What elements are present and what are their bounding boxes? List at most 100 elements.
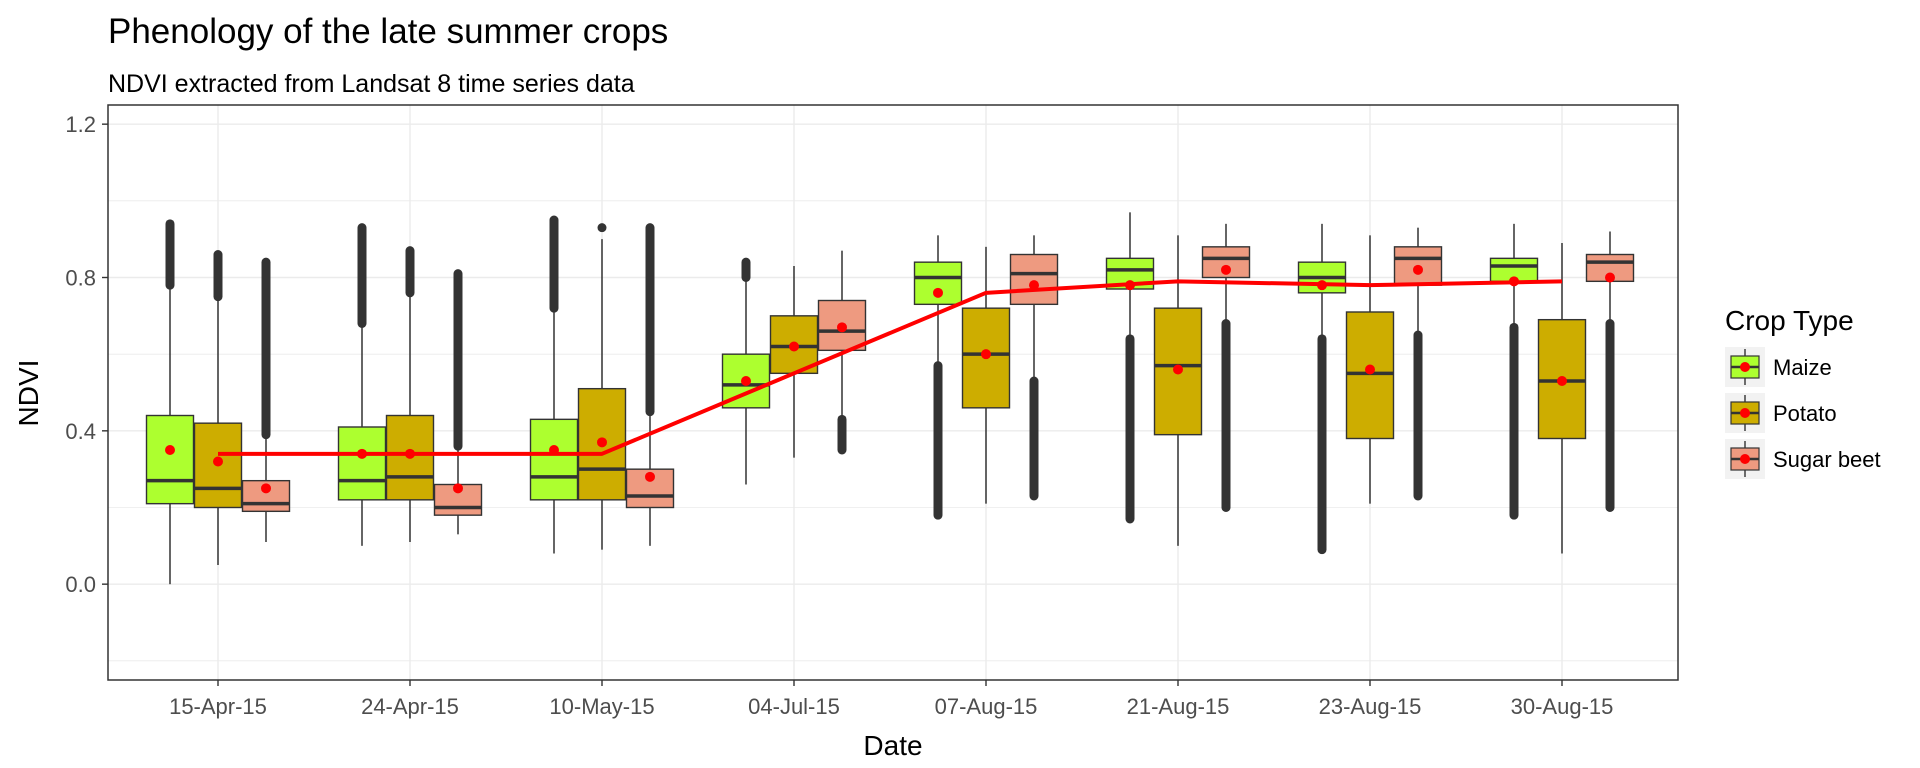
x-tick-label: 30-Aug-15 <box>1511 694 1614 719</box>
mean-point <box>1413 264 1423 275</box>
box-iqr <box>625 468 675 509</box>
legend-key-mean <box>1740 362 1750 372</box>
boxplot-maize <box>529 215 579 554</box>
outliers-high <box>741 257 751 282</box>
boxplot-maize <box>145 219 195 585</box>
boxplot-maize <box>1489 223 1539 520</box>
boxplot-potato <box>577 223 627 550</box>
outliers-high <box>597 223 607 233</box>
outliers-low <box>1221 319 1231 512</box>
legend-item-sugar-beet: Sugar beet <box>1725 439 1881 479</box>
mean-point <box>1221 264 1231 275</box>
outliers-low <box>1509 322 1519 520</box>
boxplot-potato <box>769 266 819 458</box>
mean-point <box>165 445 175 455</box>
boxplot-potato <box>1153 235 1203 546</box>
mean-point <box>1557 376 1567 386</box>
legend-title: Crop Type <box>1725 305 1854 336</box>
x-tick-label: 15-Apr-15 <box>169 694 267 719</box>
mean-point <box>1365 364 1375 375</box>
boxplot-maize <box>1105 212 1155 524</box>
x-tick-label: 07-Aug-15 <box>935 694 1038 719</box>
y-tick-label: 0.8 <box>65 266 96 291</box>
mean-point <box>453 483 463 494</box>
mean-point <box>789 341 799 352</box>
legend-key-mean <box>1740 454 1750 464</box>
chart-subtitle: NDVI extracted from Landsat 8 time serie… <box>108 70 635 98</box>
boxplot-potato <box>193 250 243 565</box>
outliers-low <box>1413 330 1423 501</box>
boxplot-sugar-beet <box>625 223 675 546</box>
legend-item-maize: Maize <box>1725 347 1832 387</box>
x-axis-title: Date <box>863 730 922 761</box>
boxplot-maize <box>337 223 387 546</box>
mean-point <box>1605 272 1615 283</box>
x-axis: 15-Apr-15 24-Apr-15 10-May-15 04-Jul-15 07-A… <box>169 680 1613 719</box>
boxplot-sugar-beet <box>1201 223 1251 512</box>
box-iqr <box>913 261 963 306</box>
outliers-low <box>1317 334 1327 555</box>
box-iqr <box>145 414 195 505</box>
outliers-low <box>1605 319 1615 512</box>
box-iqr <box>529 418 579 501</box>
box-iqr <box>1345 311 1395 440</box>
x-tick-label: 23-Aug-15 <box>1319 694 1422 719</box>
mean-point <box>261 483 271 494</box>
plot-border <box>107 104 1679 681</box>
boxplot-sugar-beet <box>241 257 291 542</box>
mean-point <box>837 322 847 333</box>
plot-panel <box>108 105 1678 680</box>
mean-point <box>1173 364 1183 375</box>
y-tick-label: 0.0 <box>65 572 96 597</box>
boxplot-sugar-beet <box>1009 235 1059 501</box>
mean-point <box>1029 280 1039 291</box>
outliers-low <box>933 361 943 520</box>
chart-title: Phenology of the late summer crops <box>108 12 668 51</box>
boxplot-sugar-beet <box>1393 227 1443 501</box>
y-axis: 0.0 0.4 0.8 1.2 <box>65 112 108 597</box>
outliers-high <box>165 219 175 290</box>
mean-point <box>645 471 655 482</box>
outliers-high <box>357 223 367 328</box>
boxplot-maize <box>913 235 963 520</box>
y-tick-label: 0.4 <box>65 419 96 444</box>
mean-point <box>981 349 991 360</box>
legend: Crop Type Maize Potato Sugar beet <box>1725 305 1881 479</box>
legend-label: Sugar beet <box>1773 447 1881 472</box>
outliers-high <box>453 269 463 451</box>
boxplot-potato <box>385 246 435 542</box>
trend-layer <box>218 279 1563 456</box>
mean-point <box>213 456 223 467</box>
outliers-high <box>549 215 559 313</box>
legend-key-mean <box>1740 408 1750 418</box>
x-tick-label: 24-Apr-15 <box>361 694 459 719</box>
boxplot-maize <box>1297 223 1347 555</box>
outliers-high <box>261 257 271 440</box>
mean-point <box>741 376 751 386</box>
mean-point <box>933 287 943 298</box>
trend-line <box>218 279 1563 456</box>
outliers-low <box>1125 334 1135 524</box>
legend-items: Maize Potato Sugar beet <box>1725 347 1881 479</box>
boxplot-potato <box>1537 243 1587 554</box>
box-iqr <box>337 426 387 501</box>
boxplot-potato <box>961 246 1011 504</box>
legend-label: Maize <box>1773 355 1832 380</box>
boxplot-potato <box>1345 235 1395 504</box>
boxplot-sugar-beet <box>433 269 483 535</box>
box-layer <box>145 212 1635 585</box>
x-tick-label: 21-Aug-15 <box>1127 694 1230 719</box>
x-tick-label: 04-Jul-15 <box>748 694 840 719</box>
boxplot-sugar-beet <box>1585 231 1635 512</box>
x-tick-label: 10-May-15 <box>549 694 654 719</box>
outliers-high <box>405 246 415 298</box>
legend-label: Potato <box>1773 401 1837 426</box>
outliers-high <box>213 250 223 302</box>
outliers-high <box>645 223 655 417</box>
outliers-low <box>837 414 847 455</box>
outliers-low <box>1029 376 1039 501</box>
box-iqr <box>1009 253 1059 306</box>
mean-point <box>597 437 607 448</box>
